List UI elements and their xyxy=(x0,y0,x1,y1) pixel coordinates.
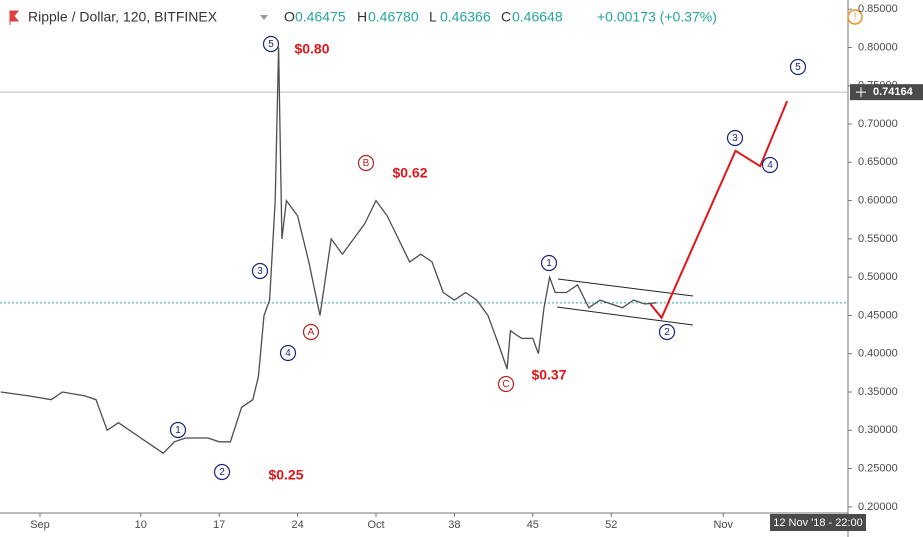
x-tick-label: Oct xyxy=(367,519,384,531)
y-tick-label: 0.40000 xyxy=(858,348,898,360)
y-tick-label: 0.50000 xyxy=(858,271,898,283)
wave-circle xyxy=(262,35,280,53)
price-annotation: $0.37 xyxy=(531,367,566,383)
wave-label: 5 xyxy=(795,62,801,73)
wave-circle xyxy=(213,463,231,481)
wave-label: B xyxy=(363,158,370,169)
wave-label: 1 xyxy=(546,258,552,269)
channel-line xyxy=(556,306,694,326)
date-tag xyxy=(770,514,866,531)
wave-label: 4 xyxy=(767,160,773,171)
ohlc-label: H xyxy=(357,9,367,25)
ohlc-value: 0.46780 xyxy=(368,9,419,25)
price-annotation: $0.80 xyxy=(294,41,329,57)
wave-circle xyxy=(279,344,297,362)
warning-mark: ! xyxy=(854,12,857,23)
y-tick-label: 0.70000 xyxy=(858,118,898,130)
ohlc-label: L xyxy=(429,9,437,25)
wave-label: 5 xyxy=(268,39,274,50)
crosshair-plus xyxy=(856,87,866,98)
x-tick-label: 52 xyxy=(605,519,617,531)
ohlc-value: 0.46475 xyxy=(295,9,346,25)
wave-circle xyxy=(658,323,676,341)
wave-label: 3 xyxy=(732,133,738,144)
x-tick-label: 10 xyxy=(135,519,147,531)
channel-line xyxy=(557,278,694,297)
y-tick-label: 0.20000 xyxy=(858,501,898,513)
price-tag-label: 0.74164 xyxy=(873,86,914,98)
wave-circle xyxy=(357,154,375,172)
wave-label: A xyxy=(308,327,315,338)
dropdown[interactable] xyxy=(260,15,268,20)
y-tick-label: 0.55000 xyxy=(858,233,898,245)
x-tick-label: 45 xyxy=(527,519,539,531)
wave-circle xyxy=(789,58,807,76)
wave-circle xyxy=(169,421,187,439)
x-tick-label: 24 xyxy=(291,519,303,531)
symbol-flag xyxy=(9,10,20,25)
x-tick-label: 17 xyxy=(213,519,225,531)
ohlc: O 0.46475 H 0.46780 L 0.46366 C 0.46648 xyxy=(284,9,563,25)
change: +0.00173 (+0.37%) xyxy=(597,9,717,25)
wave-label: 1 xyxy=(175,425,181,436)
y-tick-label: 0.85000 xyxy=(858,3,898,15)
y-tick-label: 0.25000 xyxy=(858,462,898,474)
y-tick-label: 0.45000 xyxy=(858,309,898,321)
price-annotation: $0.62 xyxy=(392,165,427,181)
wave-label: 2 xyxy=(664,327,670,338)
date-tag-label: 12 Nov '18 - 22:00 xyxy=(773,517,863,529)
x-tick-label: 38 xyxy=(448,519,460,531)
ohlc-value: 0.46648 xyxy=(512,9,563,25)
y-tick-label: 0.65000 xyxy=(858,156,898,168)
x-tick-label: Sep xyxy=(30,519,50,531)
wave-label: 2 xyxy=(219,467,225,478)
warning-icon[interactable] xyxy=(847,9,863,25)
y-tick-label: 0.80000 xyxy=(858,41,898,53)
price-line xyxy=(649,100,789,320)
y-tick-label: 0.30000 xyxy=(858,424,898,436)
ohlc-label: C xyxy=(501,9,511,25)
wave-label: 4 xyxy=(285,348,291,359)
wave-circle xyxy=(497,375,515,393)
price-annotation: $0.25 xyxy=(268,467,303,483)
y-tick-label: 0.35000 xyxy=(858,386,898,398)
wave-circle xyxy=(761,156,779,174)
wave-circle xyxy=(251,262,269,280)
chart-title: Ripple / Dollar, 120, BITFINEX xyxy=(28,9,218,25)
y-tick-label: 0.60000 xyxy=(858,195,898,207)
price-tag xyxy=(850,84,923,101)
ohlc-value: 0.46366 xyxy=(440,9,491,25)
wave-circle xyxy=(726,129,744,147)
x-tick-label: Nov xyxy=(713,519,733,531)
wave-circle xyxy=(302,323,320,341)
wave-label: 3 xyxy=(257,266,263,277)
ohlc-label: O xyxy=(284,9,295,25)
wave-label: C xyxy=(502,379,509,390)
wave-circle xyxy=(540,254,558,272)
price-line xyxy=(0,47,657,455)
